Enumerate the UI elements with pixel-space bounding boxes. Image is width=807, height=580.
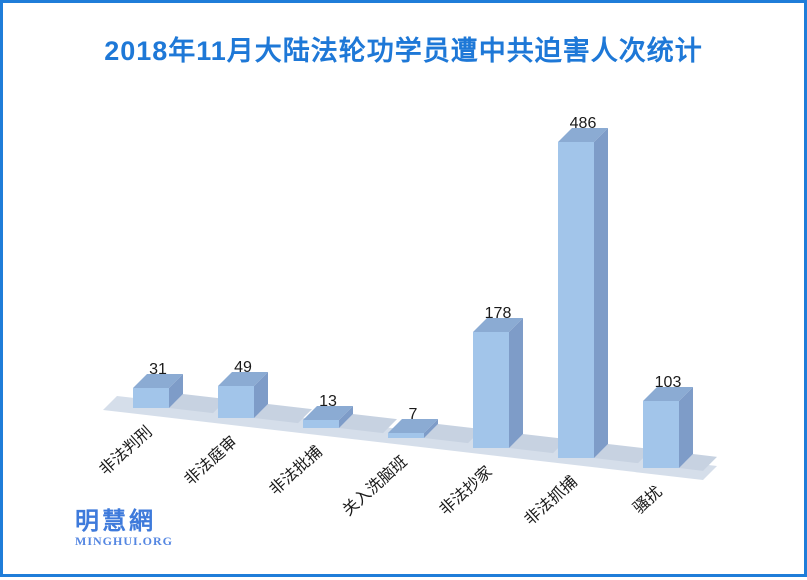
bar-side-face [424, 419, 438, 438]
bar-floor-shadow [339, 414, 397, 434]
bar-side-face [509, 318, 523, 448]
bar-value-label: 31 [149, 361, 167, 378]
bar-value-label: 13 [319, 393, 337, 410]
bar-value-label: 103 [655, 374, 682, 391]
chart-title: 2018年11月大陆法轮功学员遭中共迫害人次统计 [104, 36, 703, 66]
bar-category-label: 骚扰 [630, 483, 666, 518]
minghui-logo: 明慧網 MINGHUI.ORG [75, 509, 173, 548]
bar-floor-shadow [594, 444, 652, 464]
bar-category-label: 非法批捕 [266, 443, 326, 499]
bar-side-face [169, 374, 183, 408]
bar-value-label: 49 [234, 359, 252, 376]
logo-chinese-text: 明慧網 [75, 508, 156, 535]
bar-front-face [218, 386, 254, 418]
logo-latin-text: MINGHUI.ORG [75, 534, 173, 549]
bar-category-label: 非法判刑 [96, 423, 156, 479]
bar-top-face [133, 374, 183, 388]
bar-floor-shadow [254, 404, 312, 424]
bar-front-face [473, 332, 509, 448]
bar-top-face [303, 406, 353, 420]
bar-top-face [473, 318, 523, 332]
bar-front-face [558, 142, 594, 458]
bar-top-face [218, 372, 268, 386]
bar-category-label: 非法抓捕 [521, 473, 581, 529]
bar-value-label: 7 [409, 406, 418, 423]
bar-top-face [558, 128, 608, 142]
bar-side-face [339, 406, 353, 428]
bar-side-face [594, 128, 608, 458]
bar-floor-shadow [169, 394, 227, 414]
bar-category-label: 关入洗脑班 [339, 453, 411, 520]
bar-floor-shadow [679, 454, 717, 471]
bar-front-face [303, 420, 339, 428]
bar-top-face [388, 419, 438, 433]
bar-floor-shadow [424, 424, 482, 444]
bar-front-face [133, 388, 169, 408]
bar-chart-3d: 31 49 13 7 178 486 103 非法判刑 非法庭审 非法批捕 关入洗脑班 非法抄家 非法抓… [96, 115, 717, 529]
bar-category-label: 非法庭审 [181, 433, 241, 489]
bar-value-label: 178 [485, 305, 512, 322]
bar-front-face [388, 433, 424, 438]
bar-value-label: 486 [570, 115, 597, 132]
bar-side-face [679, 387, 693, 468]
bar-front-face [643, 401, 679, 468]
bar-top-face [643, 387, 693, 401]
bar-floor-shadow [509, 434, 567, 454]
bar-side-face [254, 372, 268, 418]
bar-category-label: 非法抄家 [436, 463, 496, 519]
